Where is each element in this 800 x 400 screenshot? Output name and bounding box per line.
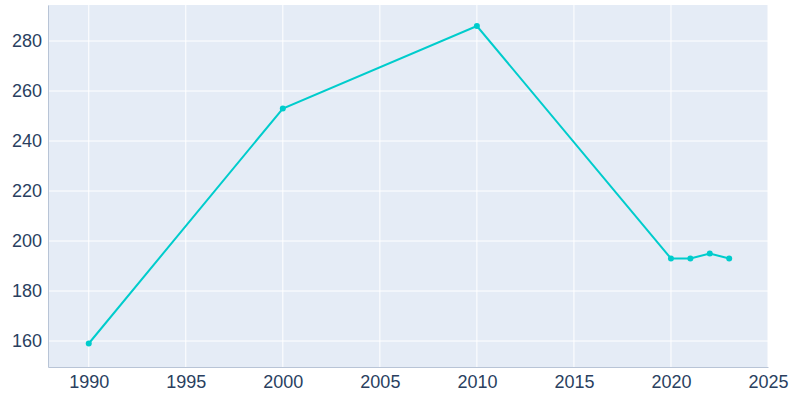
point [687,256,693,262]
point [474,23,480,29]
grid-line-x [768,5,769,367]
tick: 2025 [748,367,788,392]
tick-label: 1995 [166,372,206,392]
axis-line [49,367,769,368]
tick: 2015 [554,367,594,392]
tick-label: 2015 [554,372,594,392]
tick-label: 2025 [748,372,788,392]
point [86,341,92,347]
tick-label: 1990 [69,372,109,392]
chart: 1990 1995 2000 2005 2010 2015 2020 2025 160 180 20… [0,0,800,400]
grid-line-y [48,241,768,242]
tick: 1990 [69,367,109,392]
grid-line-y [48,191,768,192]
grid-line-x [282,5,283,367]
point [280,106,286,112]
grid-line-y [48,41,768,42]
tick-label: 220 [12,181,42,201]
x-axis: 1990 1995 2000 2005 2010 2015 2020 2025 [49,367,789,392]
grid-line-x [379,5,380,367]
grid-line-y [48,341,768,342]
tick: 240 [12,131,48,151]
tick: 200 [12,231,48,251]
tick: 280 [12,31,48,51]
tick-label: 280 [12,31,42,51]
tick: 260 [12,81,48,101]
tick-label: 2020 [651,372,691,392]
point [707,251,713,257]
grid [48,5,768,367]
line [89,26,729,344]
tick-label: 180 [12,281,42,301]
tick: 160 [12,331,48,351]
tick-label: 2000 [263,372,303,392]
tick-label: 260 [12,81,42,101]
tick: 1995 [166,367,206,392]
tick: 2020 [651,367,691,392]
tick: 2000 [263,367,303,392]
tick-label: 2005 [360,372,400,392]
tick-label: 2010 [457,372,497,392]
grid-line-x [88,5,89,367]
grid-line-x [476,5,477,367]
marks [86,23,732,347]
chart-container: 1990 1995 2000 2005 2010 2015 2020 2025 160 180 20… [0,0,800,400]
tick: 180 [12,281,48,301]
plot-background [48,5,768,367]
point [726,256,732,262]
grid-line-x [185,5,186,367]
grid-line-y [48,91,768,92]
grid-line-x [573,5,574,367]
plot: 1990 1995 2000 2005 2010 2015 2020 2025 160 180 20… [12,5,789,392]
grid-line-x [670,5,671,367]
tick: 220 [12,181,48,201]
grid-line-y [48,141,768,142]
y-axis: 160 180 200 220 240 260 280 [12,6,49,368]
tick: 2005 [360,367,400,392]
axis-line [48,6,49,368]
tick-label: 240 [12,131,42,151]
tick: 2010 [457,367,497,392]
point [668,256,674,262]
grid-line-y [48,291,768,292]
tick-label: 160 [12,331,42,351]
tick-label: 200 [12,231,42,251]
